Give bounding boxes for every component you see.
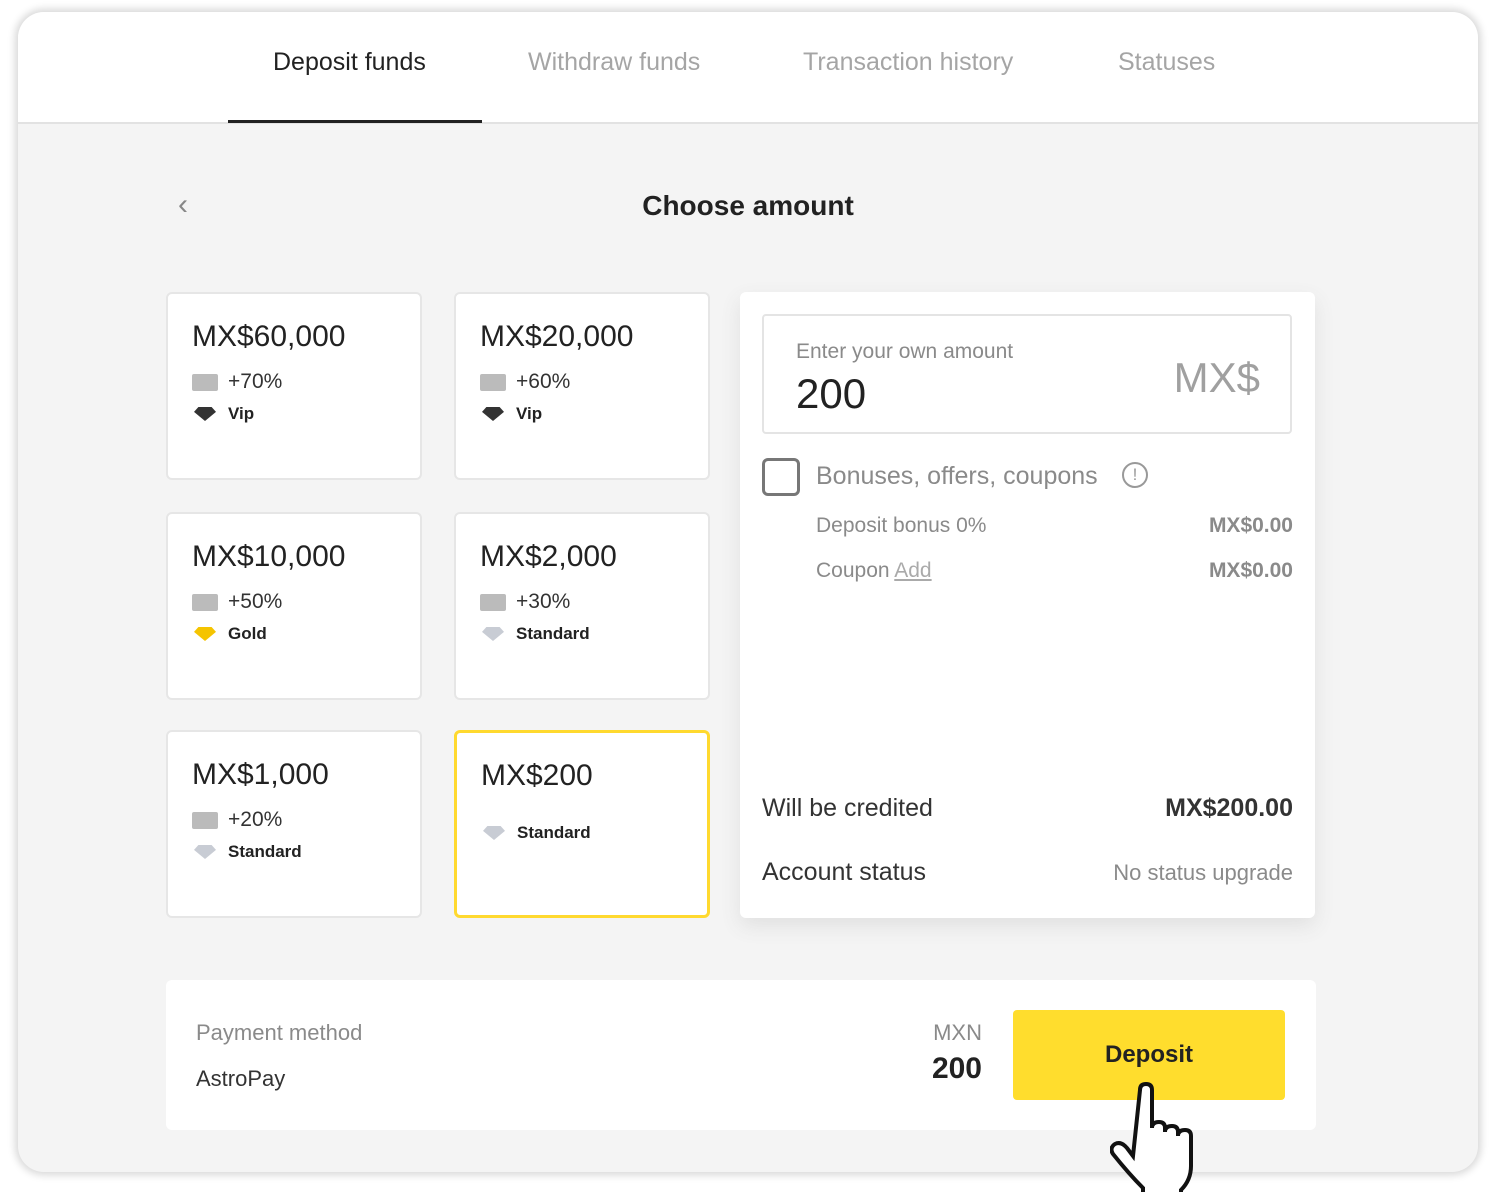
deposit-window: Deposit funds Withdraw funds Transaction… bbox=[18, 12, 1478, 1172]
card-tier: Standard bbox=[228, 842, 302, 861]
card-amount: MX$200 bbox=[481, 759, 593, 792]
deposit-bonus-label: Deposit bonus 0% bbox=[816, 514, 987, 537]
ticket-icon bbox=[192, 593, 218, 611]
bonuses-checkbox[interactable] bbox=[762, 458, 800, 496]
diamond-icon bbox=[482, 627, 504, 641]
card-amount: MX$20,000 bbox=[480, 320, 634, 353]
card-amount: MX$10,000 bbox=[192, 540, 346, 573]
page-title: Choose amount bbox=[642, 190, 854, 221]
payment-method-label: Payment method bbox=[196, 1020, 363, 1045]
card-bonus: +60% bbox=[516, 370, 571, 393]
card-tier: Vip bbox=[228, 404, 255, 423]
card-amount: MX$2,000 bbox=[480, 540, 617, 573]
card-tier: Vip bbox=[516, 404, 543, 423]
tab-bar: Deposit funds Withdraw funds Transaction… bbox=[18, 12, 1478, 124]
info-icon[interactable]: ! bbox=[1122, 462, 1148, 488]
account-status-label: Account status bbox=[762, 858, 926, 886]
ticket-icon bbox=[480, 593, 506, 611]
diamond-icon bbox=[482, 407, 504, 421]
coupon-label: Coupon bbox=[816, 559, 890, 582]
bonuses-label: Bonuses, offers, coupons bbox=[816, 462, 1098, 490]
amount-card-10000[interactable]: MX$10,000 +50% Gold bbox=[166, 512, 422, 700]
card-amount: MX$60,000 bbox=[192, 320, 346, 353]
card-tier: Standard bbox=[517, 823, 591, 842]
diamond-icon bbox=[483, 826, 505, 840]
summary-panel: Enter your own amount 200 MX$ Bonuses, o… bbox=[740, 292, 1315, 918]
amount-card-1000[interactable]: MX$1,000 +20% Standard bbox=[166, 730, 422, 918]
tab-transaction-history[interactable]: Transaction history bbox=[803, 48, 1014, 76]
tab-statuses[interactable]: Statuses bbox=[1118, 48, 1216, 76]
active-tab-indicator bbox=[228, 120, 482, 123]
back-chevron-icon[interactable]: ‹ bbox=[178, 188, 188, 221]
card-bonus: +50% bbox=[228, 590, 283, 613]
account-status-value: No status upgrade bbox=[1113, 860, 1293, 885]
payment-currency: MXN bbox=[933, 1020, 982, 1045]
deposit-bonus-value: MX$0.00 bbox=[1208, 514, 1293, 537]
ticket-icon bbox=[192, 811, 218, 829]
coupon-value: MX$0.00 bbox=[1208, 559, 1293, 582]
credited-label: Will be credited bbox=[762, 794, 933, 822]
ticket-icon bbox=[480, 373, 506, 391]
amount-card-200-selected[interactable]: MX$200 Standard bbox=[454, 730, 710, 918]
amount-input-value[interactable]: 200 bbox=[796, 370, 867, 417]
payment-method-name: AstroPay bbox=[196, 1066, 286, 1091]
amount-input[interactable]: Enter your own amount 200 MX$ bbox=[762, 314, 1292, 434]
diamond-icon bbox=[194, 407, 216, 421]
amount-input-label: Enter your own amount bbox=[796, 340, 1014, 363]
hand-cursor-icon bbox=[1110, 1082, 1193, 1192]
card-bonus: +70% bbox=[228, 370, 283, 393]
diamond-icon bbox=[194, 845, 216, 859]
card-tier: Standard bbox=[516, 624, 590, 643]
tab-withdraw-funds[interactable]: Withdraw funds bbox=[528, 48, 701, 76]
currency-label: MX$ bbox=[1173, 354, 1260, 401]
ticket-icon bbox=[192, 373, 218, 391]
coupon-add-link[interactable]: Add bbox=[894, 559, 932, 582]
amount-card-60000[interactable]: MX$60,000 +70% Vip bbox=[166, 292, 422, 480]
card-tier: Gold bbox=[228, 624, 267, 643]
payment-amount: 200 bbox=[931, 1052, 982, 1085]
tab-deposit-funds[interactable]: Deposit funds bbox=[273, 48, 426, 76]
amount-card-2000[interactable]: MX$2,000 +30% Standard bbox=[454, 512, 710, 700]
payment-bar: Payment method AstroPay MXN 200 Deposit bbox=[166, 980, 1316, 1130]
diamond-icon bbox=[194, 627, 216, 641]
credited-value: MX$200.00 bbox=[1165, 794, 1293, 822]
amount-card-20000[interactable]: MX$20,000 +60% Vip bbox=[454, 292, 710, 480]
card-bonus: +20% bbox=[228, 808, 283, 831]
card-amount: MX$1,000 bbox=[192, 758, 329, 791]
deposit-button[interactable]: Deposit bbox=[1013, 1010, 1285, 1100]
card-bonus: +30% bbox=[516, 590, 571, 613]
